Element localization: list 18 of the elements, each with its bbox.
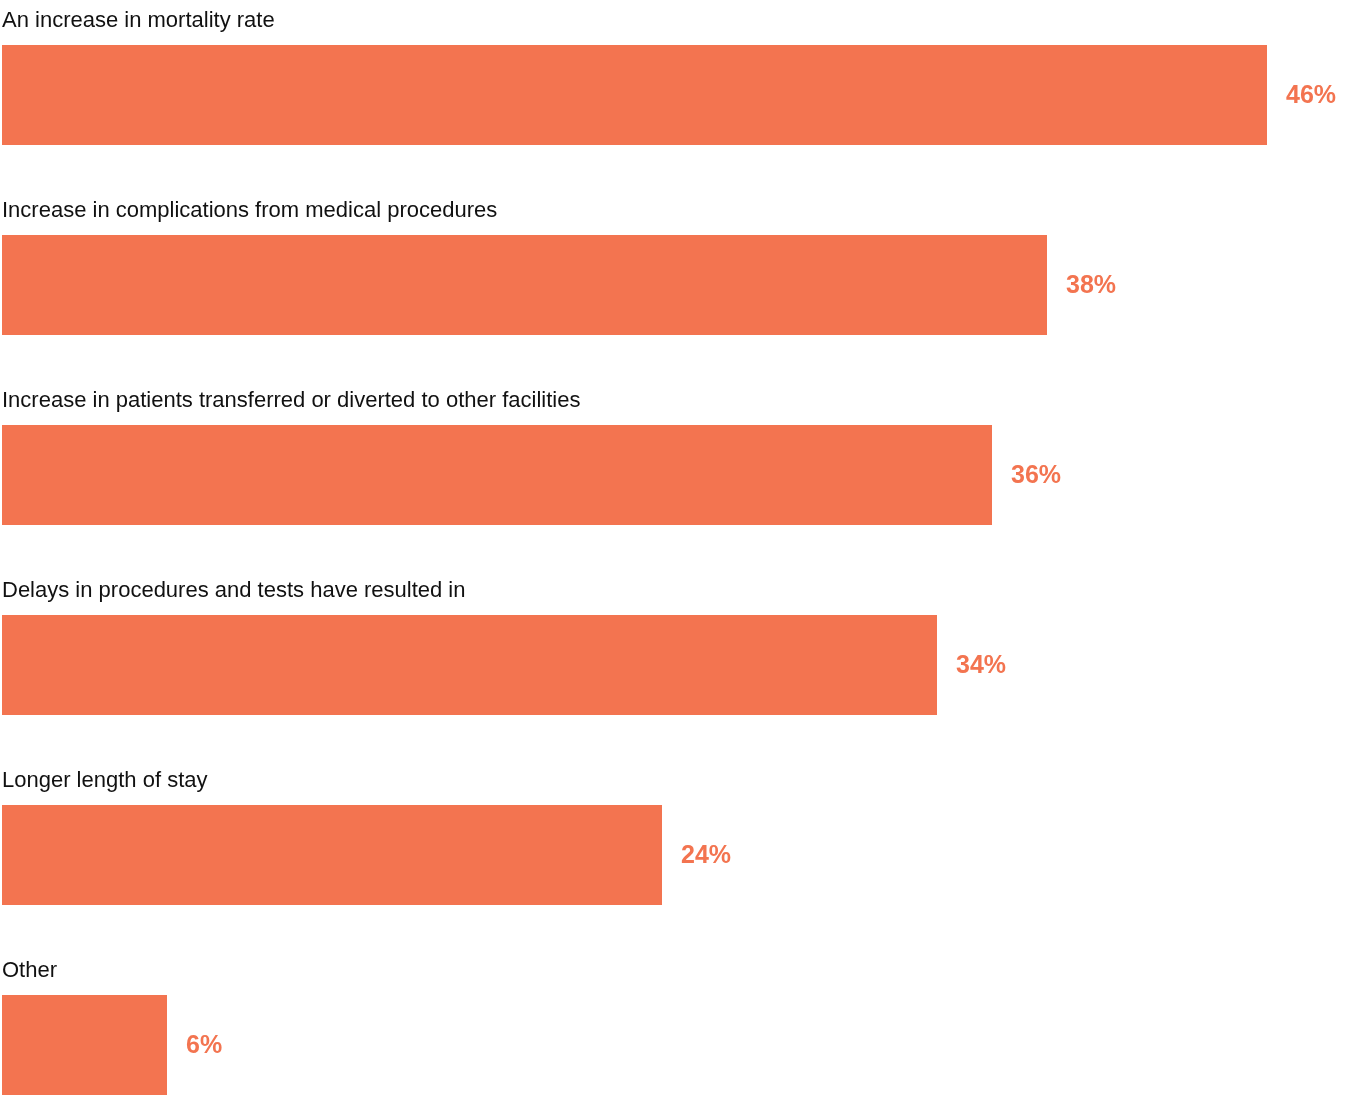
bar <box>2 425 992 525</box>
y-tick-label: Other <box>2 957 58 982</box>
bar <box>2 615 937 715</box>
y-tick-label: Increase in complications from medical procedures <box>2 197 498 222</box>
y-tick-label: Longer length of stay <box>2 767 208 792</box>
bar <box>2 805 662 905</box>
data-label: 24% <box>681 840 732 868</box>
bar <box>2 235 1047 335</box>
y-tick-label: Increase in patients transferred or diverted to other facilities <box>2 387 581 412</box>
data-label: 38% <box>1066 270 1117 298</box>
y-tick-label: Delays in procedures and tests have resulted in <box>2 577 466 602</box>
data-label: 34% <box>956 650 1007 678</box>
bar <box>2 995 167 1095</box>
data-label: 46% <box>1286 80 1337 108</box>
data-label: 36% <box>1011 460 1062 488</box>
data-label: 6% <box>186 1030 223 1058</box>
y-tick-label: An increase in mortality rate <box>2 7 275 32</box>
bar <box>2 45 1267 145</box>
